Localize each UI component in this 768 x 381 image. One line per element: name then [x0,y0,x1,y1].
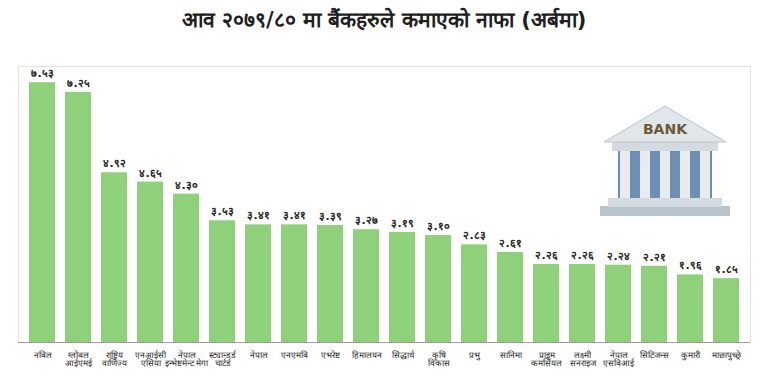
svg-text:एनआईसीएसिया: एनआईसीएसिया [135,350,167,369]
svg-text:३.४१: ३.४१ [247,209,269,222]
svg-text:२.२१: २.२१ [643,251,665,264]
svg-text:४.६५: ४.६५ [139,167,161,180]
svg-text:३.१०: ३.१० [427,220,449,233]
svg-text:ग्लोबलआईएमई: ग्लोबलआईएमई [65,350,93,369]
svg-text:सिद्धार्थ: सिद्धार्थ [392,350,415,360]
svg-text:नेपालइन्भेष्टमेन्ट मेगा: नेपालइन्भेष्टमेन्ट मेगा [165,350,210,369]
svg-text:नेपालएसबिआई: नेपालएसबिआई [603,350,635,369]
svg-text:७.२५: ७.२५ [67,77,89,90]
svg-text:कृषिविकास: कृषिविकास [428,350,450,369]
svg-text:हिमालयन: हिमालयन [352,350,382,360]
svg-text:४.३०: ४.३० [175,179,197,192]
svg-text:४.९२: ४.९२ [103,157,125,170]
html-text:आव २०७९/८० मा बैंकहरुले कमाएको: आव २०७९/८० मा बैंकहरुले कमाएको नाफा (अर्… [181,8,587,32]
svg-text:प्राइमकमर्सियल: प्राइमकमर्सियल [531,350,562,369]
svg-text:माछापुच्छ्रे: माछापुच्छ्रे [712,350,742,361]
svg-text:३.३९: ३.३९ [319,210,341,223]
svg-text:३.४१: ३.४१ [283,209,305,222]
svg-text:नेपाल: नेपाल [250,350,268,360]
svg-text:७.५३: ७.५३ [31,67,53,80]
svg-text:BANK: BANK [643,121,688,137]
svg-text:२.६१: २.६१ [499,237,521,250]
svg-text:प्रभु: प्रभु [469,350,481,361]
svg-text:३.१९: ३.१९ [391,217,413,230]
svg-text:२.२४: २.२४ [607,250,629,263]
svg-text:२.२६: २.२६ [535,249,557,262]
svg-text:३.५३: ३.५३ [211,205,233,218]
svg-text:स्ट्यान्डर्डचार्टर्ड: स्ट्यान्डर्डचार्टर्ड [209,350,237,369]
svg-text:२.२६: २.२६ [571,249,593,262]
svg-text:१.९६: १.९६ [679,259,701,272]
svg-text:एभरेष्ट: एभरेष्ट [321,350,341,360]
svg-text:सिटिजन्स: सिटिजन्स [640,350,669,360]
svg-text:एनएमबि: एनएमबि [281,350,308,360]
svg-text:सानिमा: सानिमा [500,350,523,360]
svg-text:कुमारी: कुमारी [681,350,701,361]
svg-text:१.८५: १.८५ [715,263,737,276]
svg-text:३.२७: ३.२७ [355,214,377,227]
svg-text:लक्ष्मीसनराइज: लक्ष्मीसनराइज [570,350,597,369]
svg-text:राष्ट्रियवाणिज्य: राष्ट्रियवाणिज्य [102,350,128,369]
svg-text:२.८३: २.८३ [463,229,485,242]
svg-text:नबिल: नबिल [34,350,52,360]
